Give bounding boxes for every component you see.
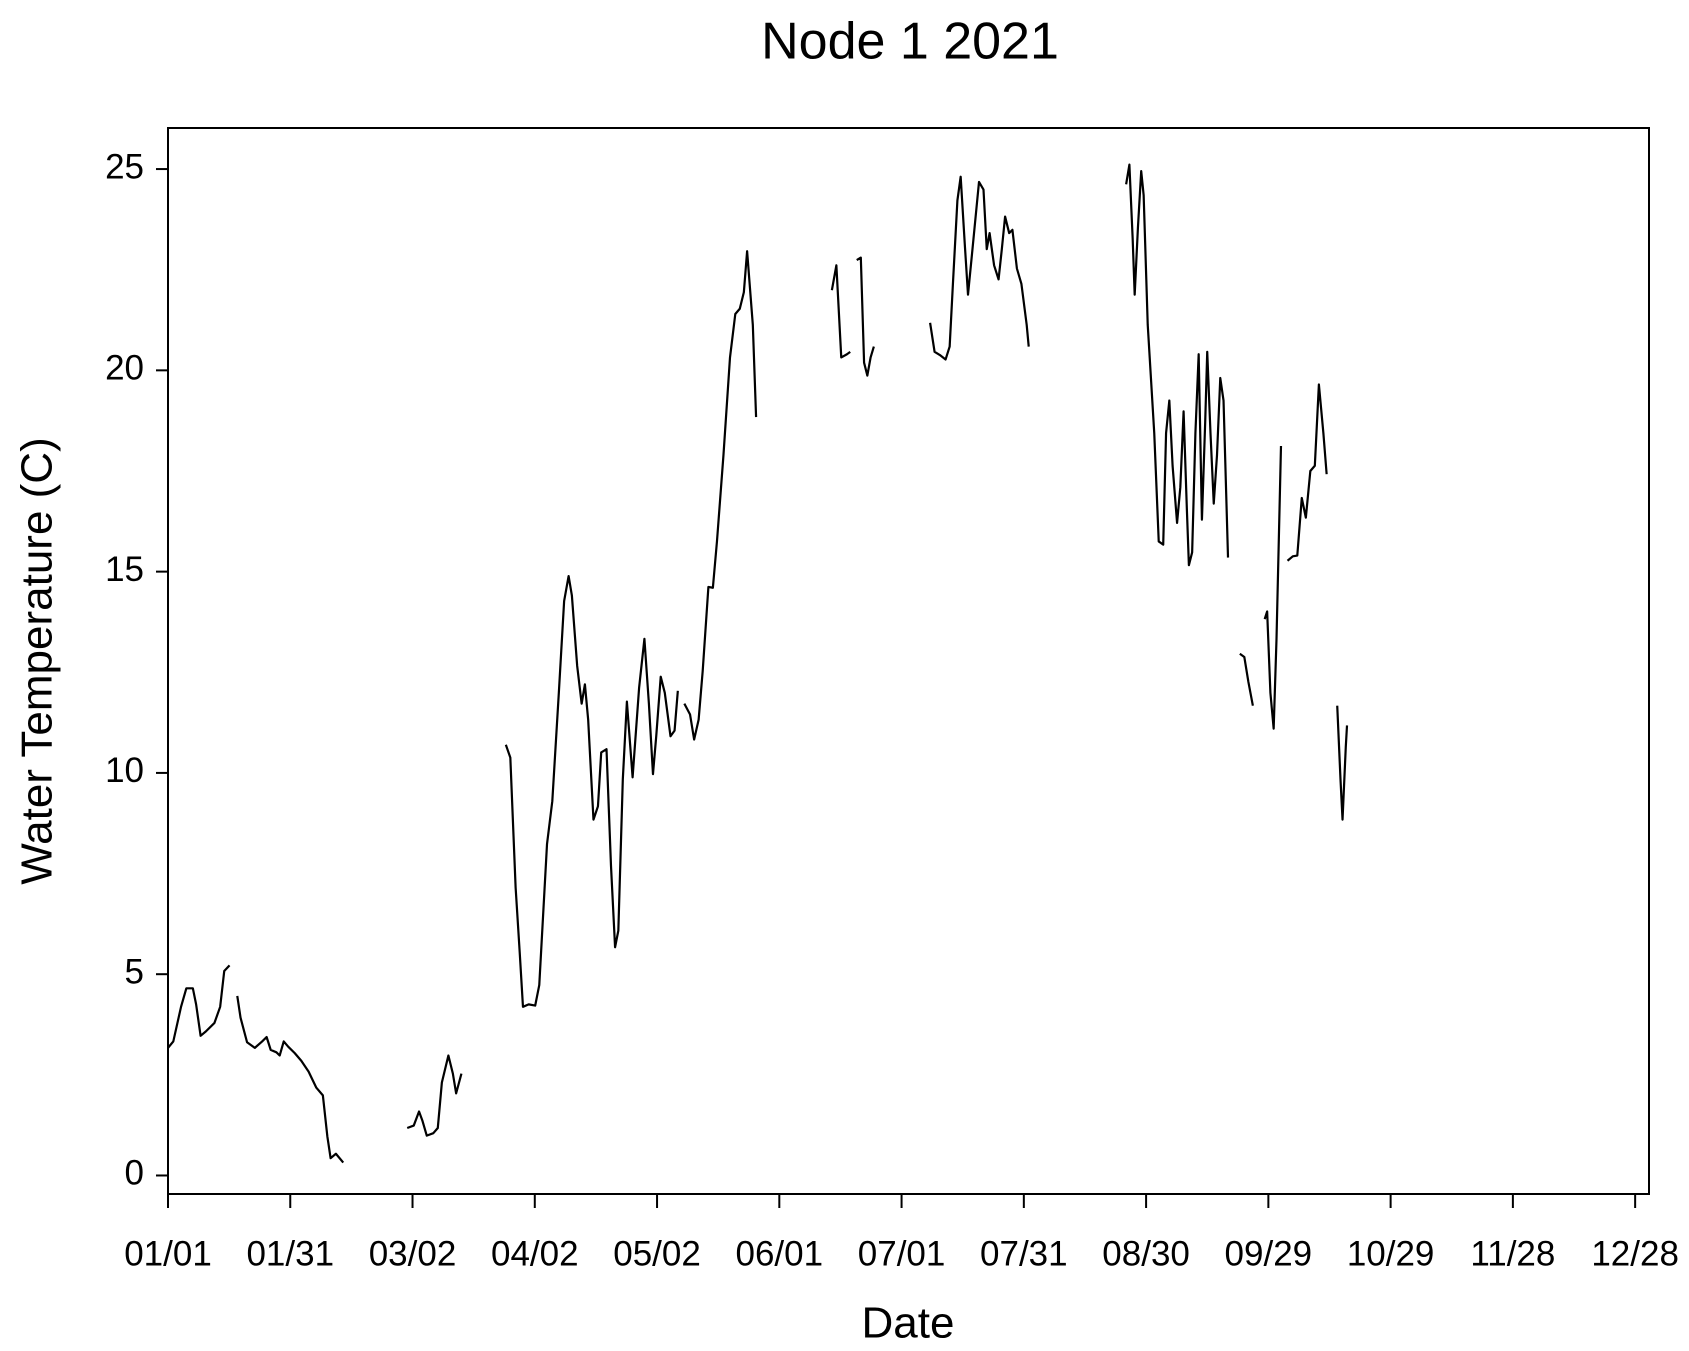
x-tick-label: 12/28 (1591, 1234, 1679, 1273)
chart-title: Node 1 2021 (761, 13, 1059, 71)
x-tick-label: 06/01 (736, 1234, 824, 1273)
x-tick-label: 01/31 (246, 1234, 334, 1273)
x-tick-label: 01/01 (124, 1234, 212, 1273)
y-axis-label: Water Temperature (C) (13, 437, 62, 884)
x-tick-label: 07/01 (858, 1234, 946, 1273)
x-tick-label: 04/02 (491, 1234, 579, 1273)
data-line (167, 163, 1349, 1164)
x-tick-label: 11/28 (1470, 1234, 1555, 1273)
x-axis-label: Date (862, 1299, 955, 1348)
x-tick-label: 05/02 (613, 1234, 701, 1273)
y-tick-label: 15 (105, 550, 144, 589)
x-tick-label: 08/30 (1102, 1234, 1190, 1273)
y-tick-label: 20 (105, 349, 144, 388)
x-tick-label: 10/29 (1347, 1234, 1435, 1273)
y-tick-label: 5 (125, 952, 144, 991)
x-tick-label: 09/29 (1225, 1234, 1313, 1273)
y-tick-label: 10 (105, 751, 144, 790)
x-tick-label: 07/31 (980, 1234, 1068, 1273)
y-tick-label: 25 (105, 147, 144, 186)
x-tick-label: 03/02 (369, 1234, 457, 1273)
plot-frame (167, 127, 1650, 1195)
y-tick-label: 0 (125, 1154, 144, 1193)
